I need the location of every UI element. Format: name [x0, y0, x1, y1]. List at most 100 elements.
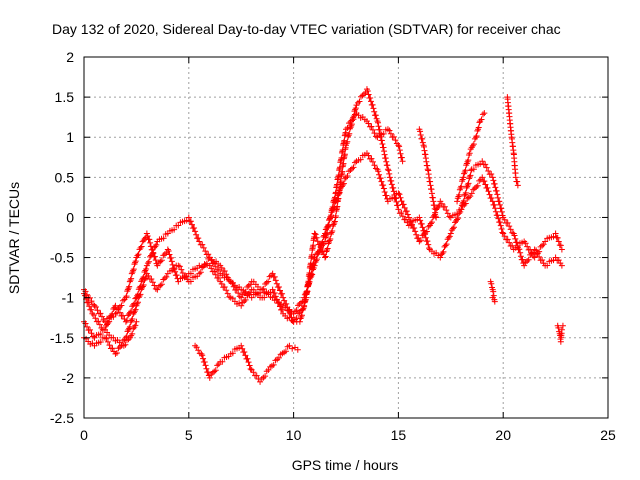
data-point-track-a: [83, 323, 90, 330]
data-point-track-b: [416, 214, 423, 221]
data-point-track-b: [322, 253, 329, 260]
data-point-track-c: [201, 261, 208, 268]
data-point-track-b: [555, 257, 562, 264]
data-point-track-c: [141, 235, 148, 242]
data-point-track-b: [522, 259, 529, 266]
data-point-track-a: [496, 219, 503, 226]
data-point-segment-d: [208, 371, 215, 378]
data-point-track-c: [115, 305, 122, 312]
data-point-track-c: [369, 126, 376, 133]
x-tick-label: 15: [391, 427, 407, 443]
data-point-segment-d: [219, 358, 226, 365]
data-point-track-a: [199, 241, 206, 248]
data-point-track-b: [233, 286, 240, 293]
axis-ticks: 0 5 10 15 20 25 2 1.5 1 0.5 0 -0.5 -1 -1.5 -2 -2.5: [50, 49, 616, 443]
data-point-track-c: [310, 261, 317, 268]
data-point-track-b: [259, 286, 266, 293]
data-point-segment-g: [465, 157, 472, 164]
data-point-track-c: [88, 298, 95, 305]
data-point-track-b: [134, 300, 141, 307]
chart-title: Day 132 of 2020, Sidereal Day-to-day VTE…: [52, 21, 561, 37]
data-point-track-c: [320, 241, 327, 248]
data-point-track-c: [126, 278, 133, 285]
data-point-track-a: [348, 165, 355, 172]
data-point-track-c: [132, 258, 139, 265]
data-point-track-b: [109, 345, 116, 352]
data-point-track-b: [407, 221, 414, 228]
data-point-track-a: [412, 228, 419, 235]
data-point-track-a: [380, 182, 387, 189]
data-point-track-b: [229, 280, 236, 287]
data-point-track-b: [312, 231, 319, 238]
data-point-track-c: [168, 254, 175, 261]
data-point-track-c: [149, 246, 156, 253]
data-point-track-a: [88, 330, 95, 337]
data-point-track-a: [375, 168, 382, 175]
data-point-track-b: [326, 237, 333, 244]
data-point-track-c: [269, 286, 276, 293]
data-point-track-a: [482, 181, 489, 188]
data-point-track-b: [275, 284, 282, 291]
data-point-track-a: [369, 158, 376, 165]
data-point-track-a: [443, 207, 450, 214]
data-point-track-a: [468, 190, 475, 197]
data-point-track-b: [425, 241, 432, 248]
data-point-track-c: [112, 310, 119, 317]
data-point-track-a: [196, 238, 203, 245]
data-point-track-c: [328, 212, 335, 219]
data-point-track-b: [390, 188, 397, 195]
data-point-track-c: [129, 269, 136, 276]
data-point-track-b: [417, 217, 424, 224]
data-point-track-c: [158, 257, 165, 264]
data-point-track-a: [343, 174, 349, 181]
data-point-track-b: [443, 241, 450, 248]
data-point-track-a: [471, 185, 478, 192]
data-point-track-b: [283, 300, 290, 307]
data-point-track-a: [509, 242, 516, 249]
data-point-track-b: [378, 137, 385, 144]
data-point-segment-h: [419, 139, 426, 146]
data-point-segment-d: [212, 367, 219, 374]
data-point-track-a: [144, 260, 151, 267]
data-point-track-a: [400, 201, 407, 208]
data-point-track-a: [296, 301, 303, 308]
data-point-segment-d: [199, 352, 206, 359]
data-point-track-b: [524, 257, 531, 264]
data-point-track-c: [119, 297, 126, 304]
data-point-track-c: [313, 251, 320, 258]
data-point-track-b: [376, 126, 383, 133]
data-point-track-b: [393, 198, 400, 205]
data-point-track-b: [501, 216, 508, 223]
data-point-track-c: [244, 292, 251, 299]
data-point-segment-e: [92, 315, 99, 322]
data-point-segment-d: [209, 369, 216, 376]
data-point-track-b: [139, 283, 146, 290]
data-point-track-b: [97, 338, 104, 345]
data-point-track-c: [301, 302, 308, 309]
data-point-track-c: [138, 243, 145, 250]
data-point-track-c: [329, 204, 336, 211]
data-point-track-c: [110, 313, 117, 320]
data-point-track-c: [175, 278, 182, 285]
data-point-track-b: [354, 99, 361, 106]
data-point-track-c: [293, 315, 300, 322]
data-point-track-c: [242, 296, 249, 303]
x-tick-label: 20: [495, 427, 511, 443]
data-point-track-a: [396, 191, 403, 198]
data-point-track-b: [269, 270, 276, 277]
data-point-track-c: [325, 221, 332, 228]
data-point-track-c: [146, 236, 153, 243]
data-point-track-b: [517, 249, 524, 256]
data-point-track-c: [296, 309, 303, 316]
data-point-track-a: [438, 200, 445, 207]
data-point-track-b: [493, 187, 500, 194]
data-point-track-b: [506, 223, 513, 230]
data-point-track-b: [331, 218, 338, 225]
data-point-track-b: [325, 239, 332, 246]
data-point-segment-d: [205, 369, 212, 376]
data-point-track-c: [380, 130, 387, 137]
data-point-segment-d: [250, 369, 257, 376]
data-point-track-c: [387, 130, 394, 137]
data-point-track-b: [158, 281, 165, 288]
data-point-track-b: [279, 290, 286, 297]
